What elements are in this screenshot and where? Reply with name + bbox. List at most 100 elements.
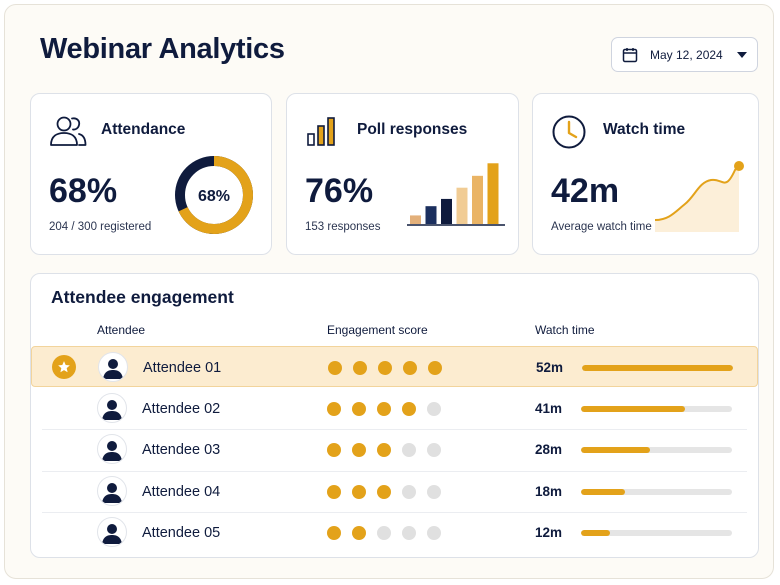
attendee-name: Attendee 02 [142, 400, 221, 417]
page-title: Webinar Analytics [40, 33, 285, 65]
attendance-value: 68% [49, 172, 118, 210]
score-dot [427, 526, 441, 540]
attendance-donut: 68% [175, 156, 253, 234]
score-dot [377, 401, 391, 416]
attendee-name: Attendee 03 [142, 442, 221, 458]
watch-time-value: 18m [535, 483, 563, 499]
attendance-title: Attendance [101, 121, 186, 138]
users-icon [50, 116, 87, 146]
score-dot [352, 526, 366, 540]
score-dot [427, 443, 441, 457]
watch-time-value: 41m [535, 400, 563, 416]
user-avatar-icon [97, 434, 127, 464]
star-icon [52, 355, 76, 379]
date-label: May 12, 2024 [650, 47, 723, 62]
engagement-score-dots [327, 484, 441, 499]
calendar-icon [622, 47, 638, 62]
score-dot [352, 443, 366, 457]
table-row[interactable]: Attendee 04 18m [31, 471, 758, 512]
engagement-score-dots [327, 443, 441, 457]
score-dot [427, 401, 441, 416]
poll-bar [472, 175, 483, 224]
table-row[interactable]: Attendee 03 28m [31, 429, 758, 470]
engagement-panel: Attendee engagement Attendee Engagement … [30, 273, 759, 558]
score-dot [377, 526, 391, 540]
watch-time-value: 28m [535, 442, 563, 457]
poll-responses-card: Poll responses 76% 153 responses [286, 93, 519, 255]
engagement-score-dots [327, 401, 441, 416]
poll-bar [425, 206, 437, 224]
score-dot [327, 484, 341, 499]
score-dot [352, 484, 366, 499]
watch-time-bar [581, 447, 732, 453]
score-dot [327, 443, 341, 457]
watch-time-bar [581, 405, 732, 412]
score-dot [327, 401, 341, 416]
watch-time-bar-fill [581, 447, 651, 453]
watch-value: 42m [551, 172, 620, 210]
column-header-attendee: Attendee [97, 323, 146, 337]
watch-subtitle: Average watch time [551, 221, 652, 233]
dashboard-frame: Webinar Analytics May 12, 2024 Attendanc… [4, 4, 774, 579]
user-avatar-icon [97, 392, 127, 423]
poll-value: 76% [305, 172, 374, 210]
poll-subtitle: 153 responses [305, 221, 381, 233]
attendance-card: Attendance 68% 204 / 300 registered 68% [30, 93, 272, 255]
watch-time-bar [581, 530, 732, 536]
watch-time-bar-fill [581, 530, 610, 536]
table-row[interactable]: Attendee 05 12m [31, 512, 758, 553]
table-row[interactable]: Attendee 02 41m [31, 388, 758, 429]
date-picker[interactable]: May 12, 2024 [611, 37, 758, 72]
user-avatar-icon [97, 475, 127, 506]
watch-time-bar-fill [581, 405, 686, 412]
watch-sparkline [655, 161, 744, 232]
attendance-donut-label: 68% [198, 188, 230, 205]
watch-time-bar-fill [581, 488, 625, 495]
row-divider [42, 429, 747, 430]
score-dot [402, 443, 416, 457]
watch-title: Watch time [603, 121, 686, 138]
poll-bar-chart [407, 163, 505, 226]
score-dot [402, 484, 416, 499]
score-dot [377, 443, 391, 457]
score-dot [377, 484, 391, 499]
watch-time-bar-fill [582, 365, 733, 371]
score-dot [327, 526, 341, 540]
watch-time-value: 52m [536, 360, 564, 375]
score-dot [427, 484, 441, 499]
watch-time-card: Watch time 42m Average watch time [532, 93, 759, 255]
engagement-score-dots [328, 361, 442, 375]
score-dot [352, 401, 366, 416]
attendance-donut-arc [175, 156, 253, 234]
engagement-title: Attendee engagement [51, 287, 234, 307]
score-dot [402, 401, 416, 416]
watch-time-value: 12m [535, 525, 563, 540]
user-avatar-icon [97, 517, 127, 547]
score-dot [328, 361, 342, 375]
watch-time-bar [582, 365, 733, 371]
score-dot [378, 361, 392, 375]
attendance-subtitle: 204 / 300 registered [49, 221, 152, 233]
user-avatar-icon [98, 352, 128, 382]
poll-bar [410, 215, 421, 224]
row-divider [42, 470, 747, 472]
table-row[interactable]: Attendee 01 52m [31, 346, 758, 387]
engagement-score-dots [327, 526, 441, 540]
attendee-name: Attendee 05 [142, 525, 221, 541]
column-header-watch-time: Watch time [535, 323, 595, 337]
attendee-name: Attendee 01 [143, 360, 222, 376]
clock-icon [552, 115, 586, 149]
column-header-engagement-score: Engagement score [327, 323, 428, 337]
score-dot [402, 526, 416, 540]
poll-title: Poll responses [357, 121, 468, 138]
score-dot [353, 361, 367, 375]
watch-time-bar [581, 488, 732, 495]
attendee-name: Attendee 04 [142, 483, 221, 500]
poll-bar [456, 187, 468, 224]
score-dot [403, 361, 417, 375]
chevron-down-icon [737, 51, 747, 58]
poll-bar [441, 198, 452, 224]
poll-bar [487, 163, 499, 224]
score-dot [428, 361, 442, 375]
bar-chart-icon [307, 117, 335, 146]
